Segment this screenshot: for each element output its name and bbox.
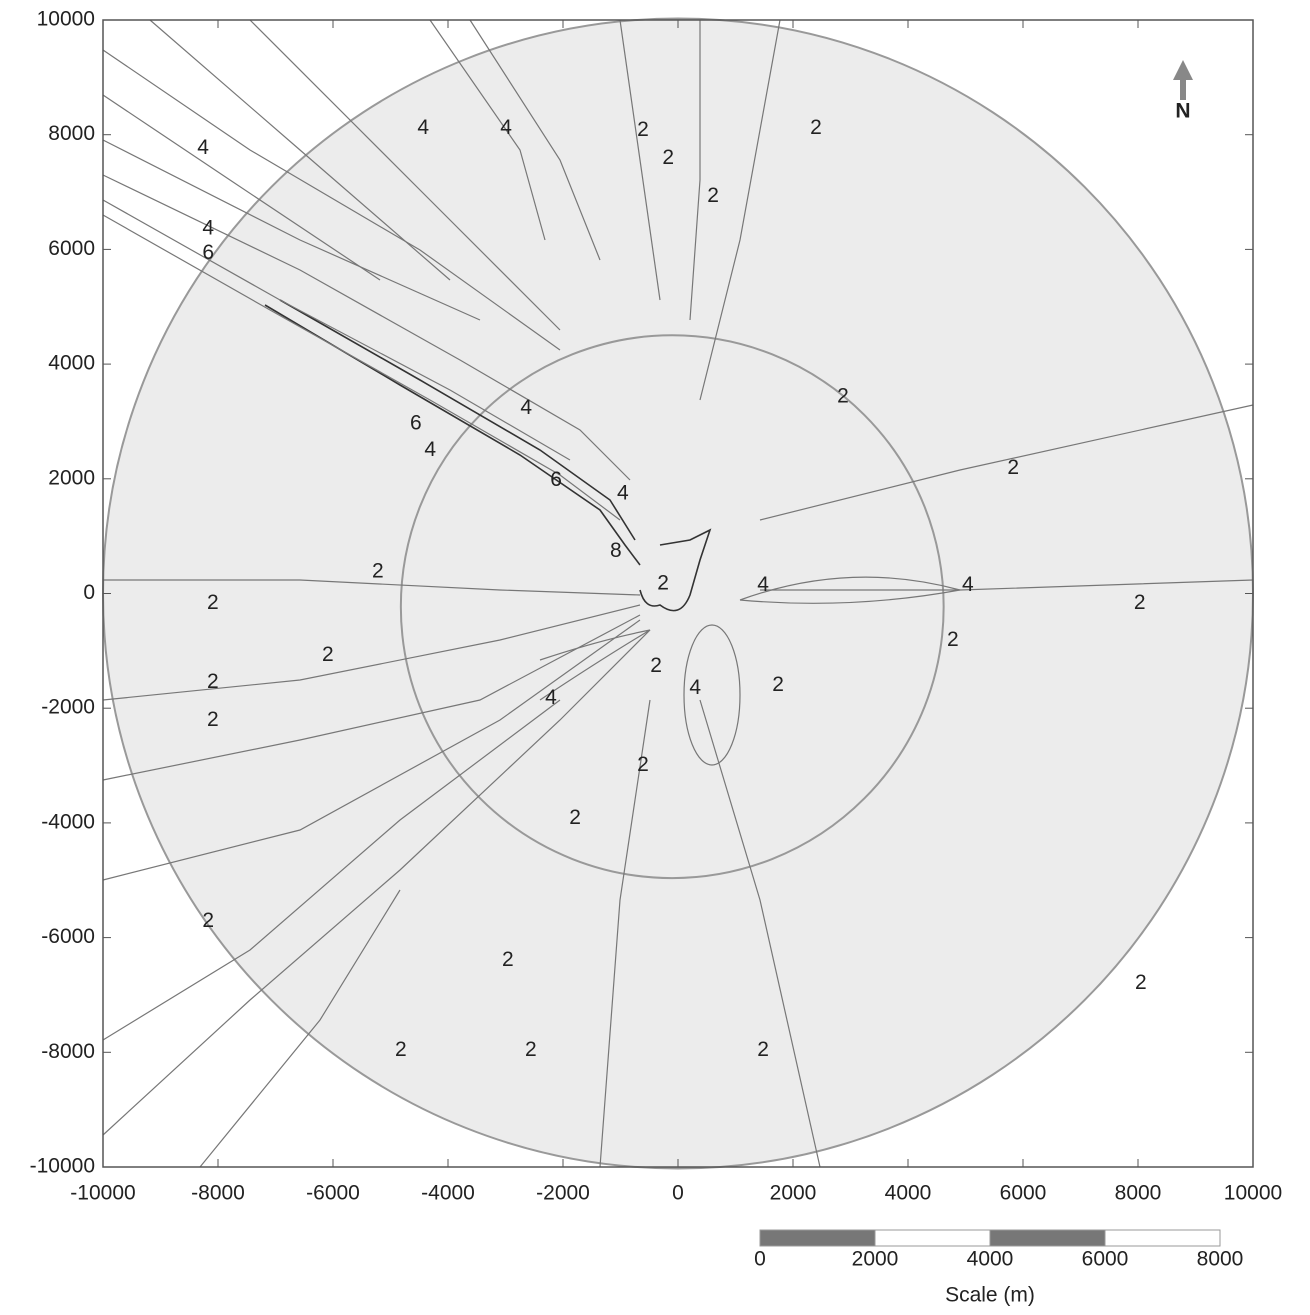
y-tick-label: -4000 (41, 810, 95, 833)
contour-label: 2 (1134, 591, 1146, 614)
x-tick-label: -2000 (536, 1182, 590, 1205)
contour-label: 4 (962, 573, 974, 596)
y-tick-label: 2000 (48, 466, 95, 489)
contour-label: 2 (1007, 456, 1019, 479)
contour-label: 2 (662, 146, 674, 169)
north-arrow (1173, 60, 1193, 100)
contour-label: 2 (569, 806, 581, 829)
contour-label: 6 (410, 411, 422, 434)
scale-tick-label: 0 (754, 1248, 766, 1271)
contour-label: 2 (372, 559, 384, 582)
scale-tick-label: 6000 (1082, 1248, 1129, 1271)
x-tick-label: 10000 (1224, 1182, 1282, 1205)
contour-label: 2 (637, 753, 649, 776)
contour-label: 2 (772, 673, 784, 696)
contour-label: 2 (207, 708, 219, 731)
contour-label: 4 (689, 676, 701, 699)
contour-label: 4 (520, 396, 532, 419)
contour-label: 2 (637, 118, 649, 141)
ring (103, 19, 1253, 1169)
contour-label: 2 (947, 628, 959, 651)
contour-label: 2 (707, 184, 719, 207)
scale-segment (990, 1230, 1105, 1246)
contour-label: 2 (837, 384, 849, 407)
scale-title: Scale (m) (945, 1284, 1035, 1307)
contour-label: 8 (610, 539, 622, 562)
x-tick-label: 4000 (885, 1182, 932, 1205)
contour-label: 4 (417, 116, 429, 139)
contour-map: -10000 -8000 -6000 -4000 -2000 0 2000 4000 6000 8… (0, 0, 1310, 1315)
contour-label: 4 (424, 438, 436, 461)
scale-tick-label: 4000 (967, 1248, 1014, 1271)
contour-label: 2 (202, 909, 214, 932)
contour-label: 6 (202, 241, 214, 264)
scale-segment (760, 1230, 875, 1246)
x-tick-label: -8000 (191, 1182, 245, 1205)
contour-label: 2 (525, 1038, 537, 1061)
scale-tick-label: 8000 (1197, 1248, 1244, 1271)
contour-label: 2 (207, 591, 219, 614)
contour-label: 2 (657, 571, 669, 594)
x-tick-label: -10000 (70, 1182, 135, 1205)
contour-label: 2 (395, 1038, 407, 1061)
y-tick-label: 0 (83, 581, 95, 604)
contour-label: 2 (650, 654, 662, 677)
y-tick-label: -10000 (30, 1155, 95, 1178)
contour-label: 2 (322, 643, 334, 666)
contour-label: 6 (550, 468, 562, 491)
x-tick-label: -4000 (421, 1182, 475, 1205)
x-tick-label: -6000 (306, 1182, 360, 1205)
y-tick-label: -6000 (41, 925, 95, 948)
y-tick-label: 10000 (37, 8, 95, 31)
contour-label: 2 (757, 1038, 769, 1061)
contour-label: 4 (617, 481, 629, 504)
scale-segment (875, 1230, 990, 1246)
contour-label: 4 (500, 116, 512, 139)
x-tick-label: 0 (672, 1182, 684, 1205)
x-tick-label: 8000 (1115, 1182, 1162, 1205)
y-tick-label: -2000 (41, 696, 95, 719)
y-tick-label: 4000 (48, 352, 95, 375)
scale-tick-label: 2000 (852, 1248, 899, 1271)
contour-label: 4 (197, 136, 209, 159)
scale-segment (1105, 1230, 1220, 1246)
x-tick-label: 2000 (770, 1182, 817, 1205)
y-tick-label: 6000 (48, 237, 95, 260)
north-label: N (1175, 100, 1190, 123)
contour-label: 4 (757, 573, 769, 596)
x-tick-label: 6000 (1000, 1182, 1047, 1205)
y-tick-label: -8000 (41, 1040, 95, 1063)
contour-label: 4 (545, 686, 557, 709)
page: -10000 -8000 -6000 -4000 -2000 0 2000 4000 6000 8… (0, 0, 1310, 1315)
contour-label: 2 (810, 116, 822, 139)
contour-label: 4 (202, 216, 214, 239)
y-tick-label: 8000 (48, 122, 95, 145)
contour-label: 2 (1135, 971, 1147, 994)
contour-label: 2 (207, 670, 219, 693)
contour-label: 2 (502, 948, 514, 971)
